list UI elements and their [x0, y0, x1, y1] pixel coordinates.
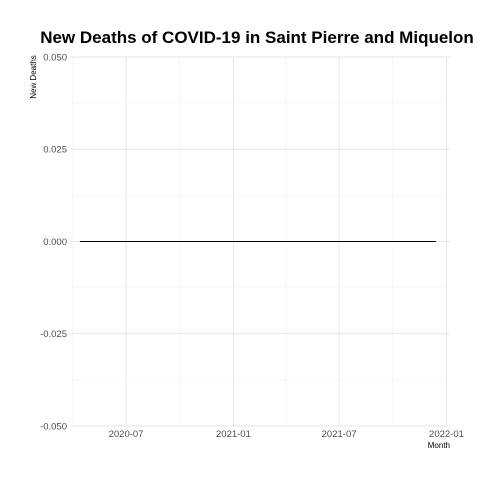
x-tick-label-2: 2021-07 [322, 429, 357, 440]
y-tick-label-0: 0.050 [43, 52, 67, 63]
y-tick-label-4: -0.050 [40, 421, 67, 432]
chart-title: New Deaths of COVID-19 in Saint Pierre a… [40, 28, 474, 47]
x-axis-ticks: 2020-07 2021-01 2021-07 2022-01 [109, 429, 464, 440]
y-axis-title: New Deaths [29, 55, 38, 99]
x-tick-label-3: 2022-01 [429, 429, 464, 440]
x-tick-label-0: 2020-07 [109, 429, 144, 440]
y-tick-label-2: 0.000 [43, 237, 67, 248]
x-tick-label-1: 2021-01 [216, 429, 251, 440]
y-axis-ticks: 0.050 0.025 0.000 -0.025 -0.050 [40, 52, 67, 432]
y-tick-label-3: -0.025 [40, 329, 67, 340]
y-tick-label-1: 0.025 [43, 145, 67, 156]
grid-major [70, 56, 450, 427]
x-axis-title: Month [428, 441, 450, 450]
